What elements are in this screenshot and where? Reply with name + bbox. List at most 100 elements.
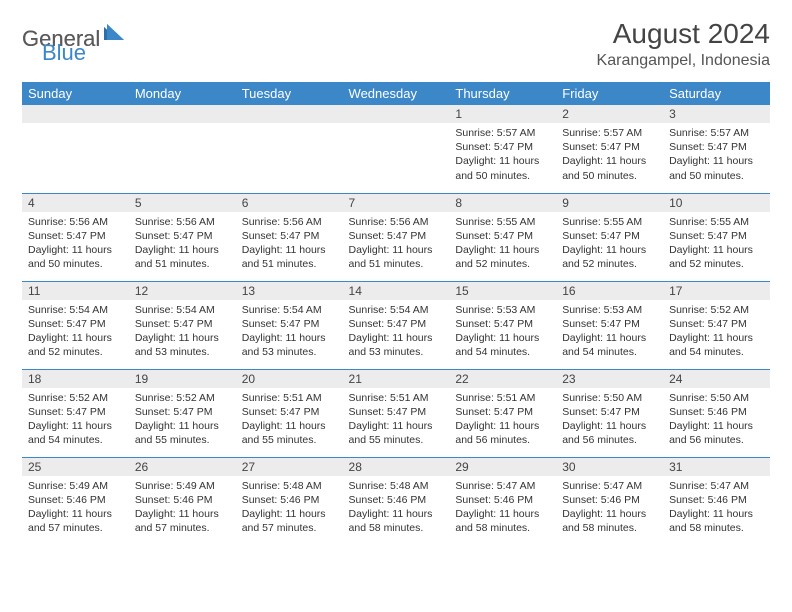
- day-details: Sunrise: 5:53 AMSunset: 5:47 PMDaylight:…: [449, 300, 556, 364]
- daylight-text: Daylight: 11 hours and 58 minutes.: [669, 507, 764, 535]
- day-number: 8: [449, 194, 556, 212]
- day-details: Sunrise: 5:47 AMSunset: 5:46 PMDaylight:…: [556, 476, 663, 540]
- day-number: 11: [22, 282, 129, 300]
- day-details: Sunrise: 5:56 AMSunset: 5:47 PMDaylight:…: [22, 212, 129, 276]
- sunset-text: Sunset: 5:47 PM: [242, 229, 337, 243]
- sunrise-text: Sunrise: 5:51 AM: [455, 391, 550, 405]
- sunset-text: Sunset: 5:47 PM: [455, 140, 550, 154]
- sunrise-text: Sunrise: 5:56 AM: [242, 215, 337, 229]
- sunrise-text: Sunrise: 5:54 AM: [349, 303, 444, 317]
- day-number: 17: [663, 282, 770, 300]
- daylight-text: Daylight: 11 hours and 57 minutes.: [28, 507, 123, 535]
- sunrise-text: Sunrise: 5:53 AM: [455, 303, 550, 317]
- calendar-day-cell: 25Sunrise: 5:49 AMSunset: 5:46 PMDayligh…: [22, 457, 129, 545]
- calendar-day-cell: [343, 105, 450, 193]
- calendar-day-cell: 12Sunrise: 5:54 AMSunset: 5:47 PMDayligh…: [129, 281, 236, 369]
- day-number: 5: [129, 194, 236, 212]
- day-details: [343, 123, 450, 179]
- daylight-text: Daylight: 11 hours and 58 minutes.: [455, 507, 550, 535]
- calendar-day-cell: 11Sunrise: 5:54 AMSunset: 5:47 PMDayligh…: [22, 281, 129, 369]
- daylight-text: Daylight: 11 hours and 56 minutes.: [455, 419, 550, 447]
- brand-part2-wrap: Blue: [42, 40, 86, 66]
- sunrise-text: Sunrise: 5:48 AM: [349, 479, 444, 493]
- day-header: Friday: [556, 82, 663, 105]
- calendar-week-row: 1Sunrise: 5:57 AMSunset: 5:47 PMDaylight…: [22, 105, 770, 193]
- calendar-day-cell: 28Sunrise: 5:48 AMSunset: 5:46 PMDayligh…: [343, 457, 450, 545]
- day-number: 19: [129, 370, 236, 388]
- sunset-text: Sunset: 5:47 PM: [562, 140, 657, 154]
- day-details: Sunrise: 5:55 AMSunset: 5:47 PMDaylight:…: [556, 212, 663, 276]
- calendar-day-cell: [129, 105, 236, 193]
- daylight-text: Daylight: 11 hours and 50 minutes.: [669, 154, 764, 182]
- day-number: 30: [556, 458, 663, 476]
- day-details: [236, 123, 343, 179]
- day-number: 13: [236, 282, 343, 300]
- day-number: 24: [663, 370, 770, 388]
- day-number: 21: [343, 370, 450, 388]
- calendar-day-cell: 6Sunrise: 5:56 AMSunset: 5:47 PMDaylight…: [236, 193, 343, 281]
- sunset-text: Sunset: 5:47 PM: [28, 405, 123, 419]
- calendar-day-cell: 13 Sunrise: 5:54 AMSunset: 5:47 PMDayligh…: [236, 281, 343, 369]
- day-details: Sunrise: 5:57 AMSunset: 5:47 PMDaylight:…: [663, 123, 770, 187]
- calendar-day-cell: 15Sunrise: 5:53 AMSunset: 5:47 PMDayligh…: [449, 281, 556, 369]
- daylight-text: Daylight: 11 hours and 55 minutes.: [135, 419, 230, 447]
- day-number: [129, 105, 236, 123]
- calendar-day-cell: 7Sunrise: 5:56 AMSunset: 5:47 PMDaylight…: [343, 193, 450, 281]
- day-number: 15: [449, 282, 556, 300]
- calendar-day-cell: 2Sunrise: 5:57 AMSunset: 5:47 PMDaylight…: [556, 105, 663, 193]
- day-number: 22: [449, 370, 556, 388]
- day-details: Sunrise: 5:48 AMSunset: 5:46 PMDaylight:…: [236, 476, 343, 540]
- daylight-text: Daylight: 11 hours and 50 minutes.: [455, 154, 550, 182]
- day-header: Monday: [129, 82, 236, 105]
- daylight-text: Daylight: 11 hours and 54 minutes.: [455, 331, 550, 359]
- sunset-text: Sunset: 5:46 PM: [562, 493, 657, 507]
- day-number: 4: [22, 194, 129, 212]
- day-number: 18: [22, 370, 129, 388]
- sunrise-text: Sunrise: 5:47 AM: [669, 479, 764, 493]
- sunset-text: Sunset: 5:46 PM: [669, 405, 764, 419]
- daylight-text: Daylight: 11 hours and 53 minutes.: [135, 331, 230, 359]
- title-block: August 2024 Karangampel, Indonesia: [597, 18, 770, 70]
- month-title: August 2024: [597, 18, 770, 50]
- daylight-text: Daylight: 11 hours and 50 minutes.: [562, 154, 657, 182]
- day-details: Sunrise: 5:52 AMSunset: 5:47 PMDaylight:…: [663, 300, 770, 364]
- day-details: Sunrise: 5:47 AMSunset: 5:46 PMDaylight:…: [663, 476, 770, 540]
- day-details: Sunrise: 5:55 AMSunset: 5:47 PMDaylight:…: [663, 212, 770, 276]
- sunset-text: Sunset: 5:47 PM: [562, 229, 657, 243]
- calendar-day-cell: 18Sunrise: 5:52 AMSunset: 5:47 PMDayligh…: [22, 369, 129, 457]
- daylight-text: Daylight: 11 hours and 54 minutes.: [28, 419, 123, 447]
- day-number: 14: [343, 282, 450, 300]
- sunrise-text: Sunrise: 5:56 AM: [349, 215, 444, 229]
- day-details: Sunrise: 5:49 AMSunset: 5:46 PMDaylight:…: [129, 476, 236, 540]
- day-header-row: SundayMondayTuesdayWednesdayThursdayFrid…: [22, 82, 770, 105]
- calendar-day-cell: 19Sunrise: 5:52 AMSunset: 5:47 PMDayligh…: [129, 369, 236, 457]
- calendar-day-cell: [22, 105, 129, 193]
- sunrise-text: Sunrise: 5:48 AM: [242, 479, 337, 493]
- sunset-text: Sunset: 5:47 PM: [28, 229, 123, 243]
- day-number: 29: [449, 458, 556, 476]
- sunset-text: Sunset: 5:46 PM: [28, 493, 123, 507]
- sunset-text: Sunset: 5:47 PM: [242, 317, 337, 331]
- brand-part2: Blue: [42, 40, 86, 65]
- sunset-text: Sunset: 5:46 PM: [455, 493, 550, 507]
- calendar-day-cell: 20Sunrise: 5:51 AMSunset: 5:47 PMDayligh…: [236, 369, 343, 457]
- day-header: Wednesday: [343, 82, 450, 105]
- day-details: Sunrise: 5:51 AMSunset: 5:47 PMDaylight:…: [343, 388, 450, 452]
- sunset-text: Sunset: 5:47 PM: [135, 405, 230, 419]
- sunrise-text: Sunrise: 5:57 AM: [562, 126, 657, 140]
- daylight-text: Daylight: 11 hours and 55 minutes.: [242, 419, 337, 447]
- sunrise-text: Sunrise: 5:51 AM: [349, 391, 444, 405]
- page-header: General General Blue August 2024 Karanga…: [22, 18, 770, 70]
- sunrise-text: Sunrise: 5:49 AM: [135, 479, 230, 493]
- calendar-day-cell: 23Sunrise: 5:50 AMSunset: 5:47 PMDayligh…: [556, 369, 663, 457]
- daylight-text: Daylight: 11 hours and 53 minutes.: [242, 331, 337, 359]
- calendar-week-row: 4Sunrise: 5:56 AMSunset: 5:47 PMDaylight…: [22, 193, 770, 281]
- sunrise-text: Sunrise: 5:54 AM: [242, 303, 337, 317]
- day-header: Thursday: [449, 82, 556, 105]
- calendar-day-cell: 8Sunrise: 5:55 AMSunset: 5:47 PMDaylight…: [449, 193, 556, 281]
- calendar-day-cell: 1Sunrise: 5:57 AMSunset: 5:47 PMDaylight…: [449, 105, 556, 193]
- day-details: Sunrise: 5:56 AMSunset: 5:47 PMDaylight:…: [343, 212, 450, 276]
- calendar-day-cell: 21Sunrise: 5:51 AMSunset: 5:47 PMDayligh…: [343, 369, 450, 457]
- calendar-day-cell: 5Sunrise: 5:56 AMSunset: 5:47 PMDaylight…: [129, 193, 236, 281]
- calendar-day-cell: 16Sunrise: 5:53 AMSunset: 5:47 PMDayligh…: [556, 281, 663, 369]
